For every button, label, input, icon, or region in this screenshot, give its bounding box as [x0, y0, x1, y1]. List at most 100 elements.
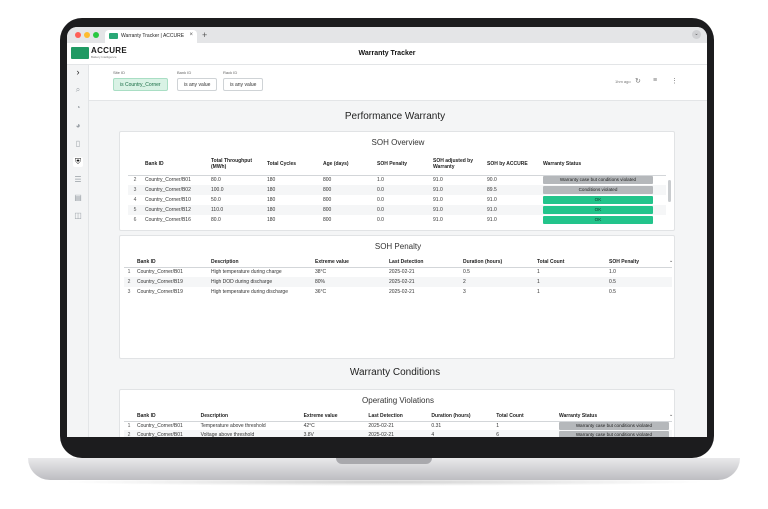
table-cell: 80%: [312, 277, 386, 287]
table-row[interactable]: 4 Country_Corner/B10 50.0 180 800 0.0 91.0 91.0…: [128, 195, 666, 205]
table-cell: 3: [127, 289, 131, 295]
table-cell: High temperature during discharge: [211, 289, 288, 295]
browser-menu-icon[interactable]: ⌄: [692, 30, 701, 39]
table-cell: 100.0: [208, 185, 264, 195]
chevron-down-icon[interactable]: ⌄: [669, 412, 674, 418]
browser-tab[interactable]: Warranty Tracker | ACCURE ×: [105, 30, 197, 43]
table-scrollbar[interactable]: [668, 180, 671, 202]
status-badge[interactable]: Warranty case but conditions violated: [543, 176, 653, 185]
column-header[interactable]: SOH Penalty: [606, 258, 672, 268]
tab-close-icon[interactable]: ×: [189, 32, 193, 38]
table-cell: 80.0: [211, 177, 221, 184]
table-cell: 91.0: [433, 177, 443, 184]
table-row[interactable]: 1 Country_Corner/B01 High temperature duri…: [124, 267, 672, 277]
chevron-down-icon[interactable]: ⌄: [669, 258, 674, 264]
column-header[interactable]: Extreme value: [312, 258, 386, 268]
column-header[interactable]: SOH adjusted by Warranty: [430, 154, 484, 176]
table-row[interactable]: 3 Country_Corner/B19 High temperature duri…: [124, 287, 672, 297]
table-row[interactable]: 3 Country_Corner/B02 100.0 180 800 0.0 91.0 89.…: [128, 185, 666, 195]
minimize-window-dot[interactable]: [84, 32, 90, 38]
sidebar-expand-icon[interactable]: ›: [76, 67, 80, 77]
table-cell: 3: [463, 289, 466, 295]
bank-filter-chip[interactable]: is any value: [177, 78, 218, 91]
new-tab-button[interactable]: +: [202, 30, 208, 40]
layers-icon[interactable]: ◫: [74, 211, 82, 220]
analytics-icon[interactable]: ◕: [75, 121, 81, 130]
column-header[interactable]: Warranty Status: [555, 412, 672, 422]
device-icon[interactable]: ▯: [75, 139, 81, 148]
table-row[interactable]: 6 Country_Corner/B16 80.0 180 800 0.0 91.0 91.0…: [128, 215, 666, 225]
column-header[interactable]: Last Detection: [365, 412, 429, 422]
operating-violations-title: Operating Violations: [362, 396, 434, 405]
table-row[interactable]: 1 Country_Corner/B01 Temperature above thr…: [124, 421, 672, 430]
soh-penalty-table: Bank ID Description Extreme value Last D…: [124, 258, 672, 297]
table-cell: 1: [127, 422, 131, 429]
table-cell: 91.0: [487, 217, 497, 223]
status-badge[interactable]: OK: [543, 196, 653, 204]
soh-penalty-body: 1 Country_Corner/B01 High temperature duri…: [124, 267, 672, 297]
column-header[interactable]: Total Count: [534, 258, 606, 268]
column-header[interactable]: SOH Penalty: [374, 154, 430, 176]
column-header[interactable]: Bank ID: [142, 154, 208, 176]
status-badge[interactable]: Warranty case but conditions violated: [558, 430, 669, 437]
table-cell: 0.31: [431, 422, 442, 429]
status-cell: Warranty case but conditions violated: [540, 175, 666, 185]
maximize-window-dot[interactable]: [93, 32, 99, 38]
shield-icon[interactable]: ⛨: [73, 157, 83, 167]
status-badge[interactable]: OK: [543, 216, 653, 224]
filter-icon[interactable]: ≡: [653, 77, 658, 84]
column-header[interactable]: Description: [208, 258, 312, 268]
column-header[interactable]: Duration (hours): [460, 258, 534, 268]
status-badge[interactable]: Warranty case but conditions violated: [558, 421, 669, 430]
table-cell: 0.0: [374, 205, 430, 215]
refresh-icon[interactable]: ↻: [635, 78, 641, 85]
column-header[interactable]: Description: [197, 412, 301, 422]
status-badge[interactable]: OK: [543, 206, 653, 214]
column-header[interactable]: SOH by ACCURE: [484, 154, 540, 176]
page-title: Warranty Tracker: [358, 50, 416, 57]
table-row[interactable]: 2 Country_Corner/B01 Voltage above thresho…: [124, 430, 672, 437]
filter-bar: Site ID is Country_Corner Bank ID is any…: [89, 65, 707, 101]
table-cell: 180: [267, 197, 276, 203]
column-header[interactable]: Bank ID: [133, 412, 198, 422]
search-icon[interactable]: ⌕: [75, 85, 81, 94]
table-cell: Country_Corner/B16: [145, 217, 191, 223]
performance-warranty-heading: Performance Warranty: [344, 111, 446, 122]
table-row[interactable]: 5 Country_Corner/B12 110.0 180 800 0.0 91.0 91.…: [128, 205, 666, 215]
status-cell: Conditions violated: [540, 185, 666, 195]
column-header[interactable]: Total Cycles: [264, 154, 320, 176]
table-cell: 36°C: [315, 289, 327, 295]
sidebar: › ⌕ ◔ ◕ ▯ ⛨ ☰ ▤ ◫: [67, 65, 89, 437]
more-options-icon[interactable]: ⋮: [671, 78, 678, 85]
table-cell: 91.0: [430, 205, 484, 215]
column-header[interactable]: Total Count: [493, 412, 556, 422]
table-cell: 0.5: [606, 277, 672, 287]
rack-filter-chip[interactable]: is any value: [223, 78, 264, 91]
column-header[interactable]: Age (days): [320, 154, 374, 176]
database-icon[interactable]: ☰: [74, 175, 82, 184]
column-header[interactable]: Extreme value: [300, 412, 366, 422]
table-cell: 110.0: [208, 205, 264, 215]
table-cell: High temperature during charge: [211, 269, 282, 276]
document-icon[interactable]: ▤: [74, 193, 82, 202]
table-cell: 800: [323, 217, 332, 223]
table-cell: Country_Corner/B01: [137, 269, 183, 276]
column-header[interactable]: Total Throughput (MWh): [208, 154, 264, 176]
table-cell: Country_Corner/B19: [137, 289, 183, 295]
favicon-icon: [109, 33, 118, 39]
table-cell: 180: [264, 205, 320, 215]
status-badge[interactable]: Conditions violated: [543, 186, 653, 194]
row-index-header: [124, 412, 134, 422]
site-filter-chip[interactable]: is Country_Corner: [113, 78, 168, 91]
bell-icon[interactable]: ◔: [75, 103, 81, 112]
table-row[interactable]: 2 Country_Corner/B19 High DOD during disch…: [124, 277, 672, 287]
column-header[interactable]: Duration (hours): [428, 412, 494, 422]
column-header[interactable]: Warranty Status: [540, 154, 666, 176]
close-window-dot[interactable]: [75, 32, 81, 38]
dashboard-content: Performance Warranty SOH Overview Bank I…: [89, 101, 701, 437]
table-row[interactable]: 2 Country_Corner/B01 80.0 180 800 1.0 91.0 90.0…: [128, 175, 666, 185]
operating-violations-card: Operating Violations Bank ID Description…: [119, 389, 675, 437]
column-header[interactable]: Last Detection: [386, 258, 460, 268]
column-header[interactable]: Bank ID: [134, 258, 208, 268]
